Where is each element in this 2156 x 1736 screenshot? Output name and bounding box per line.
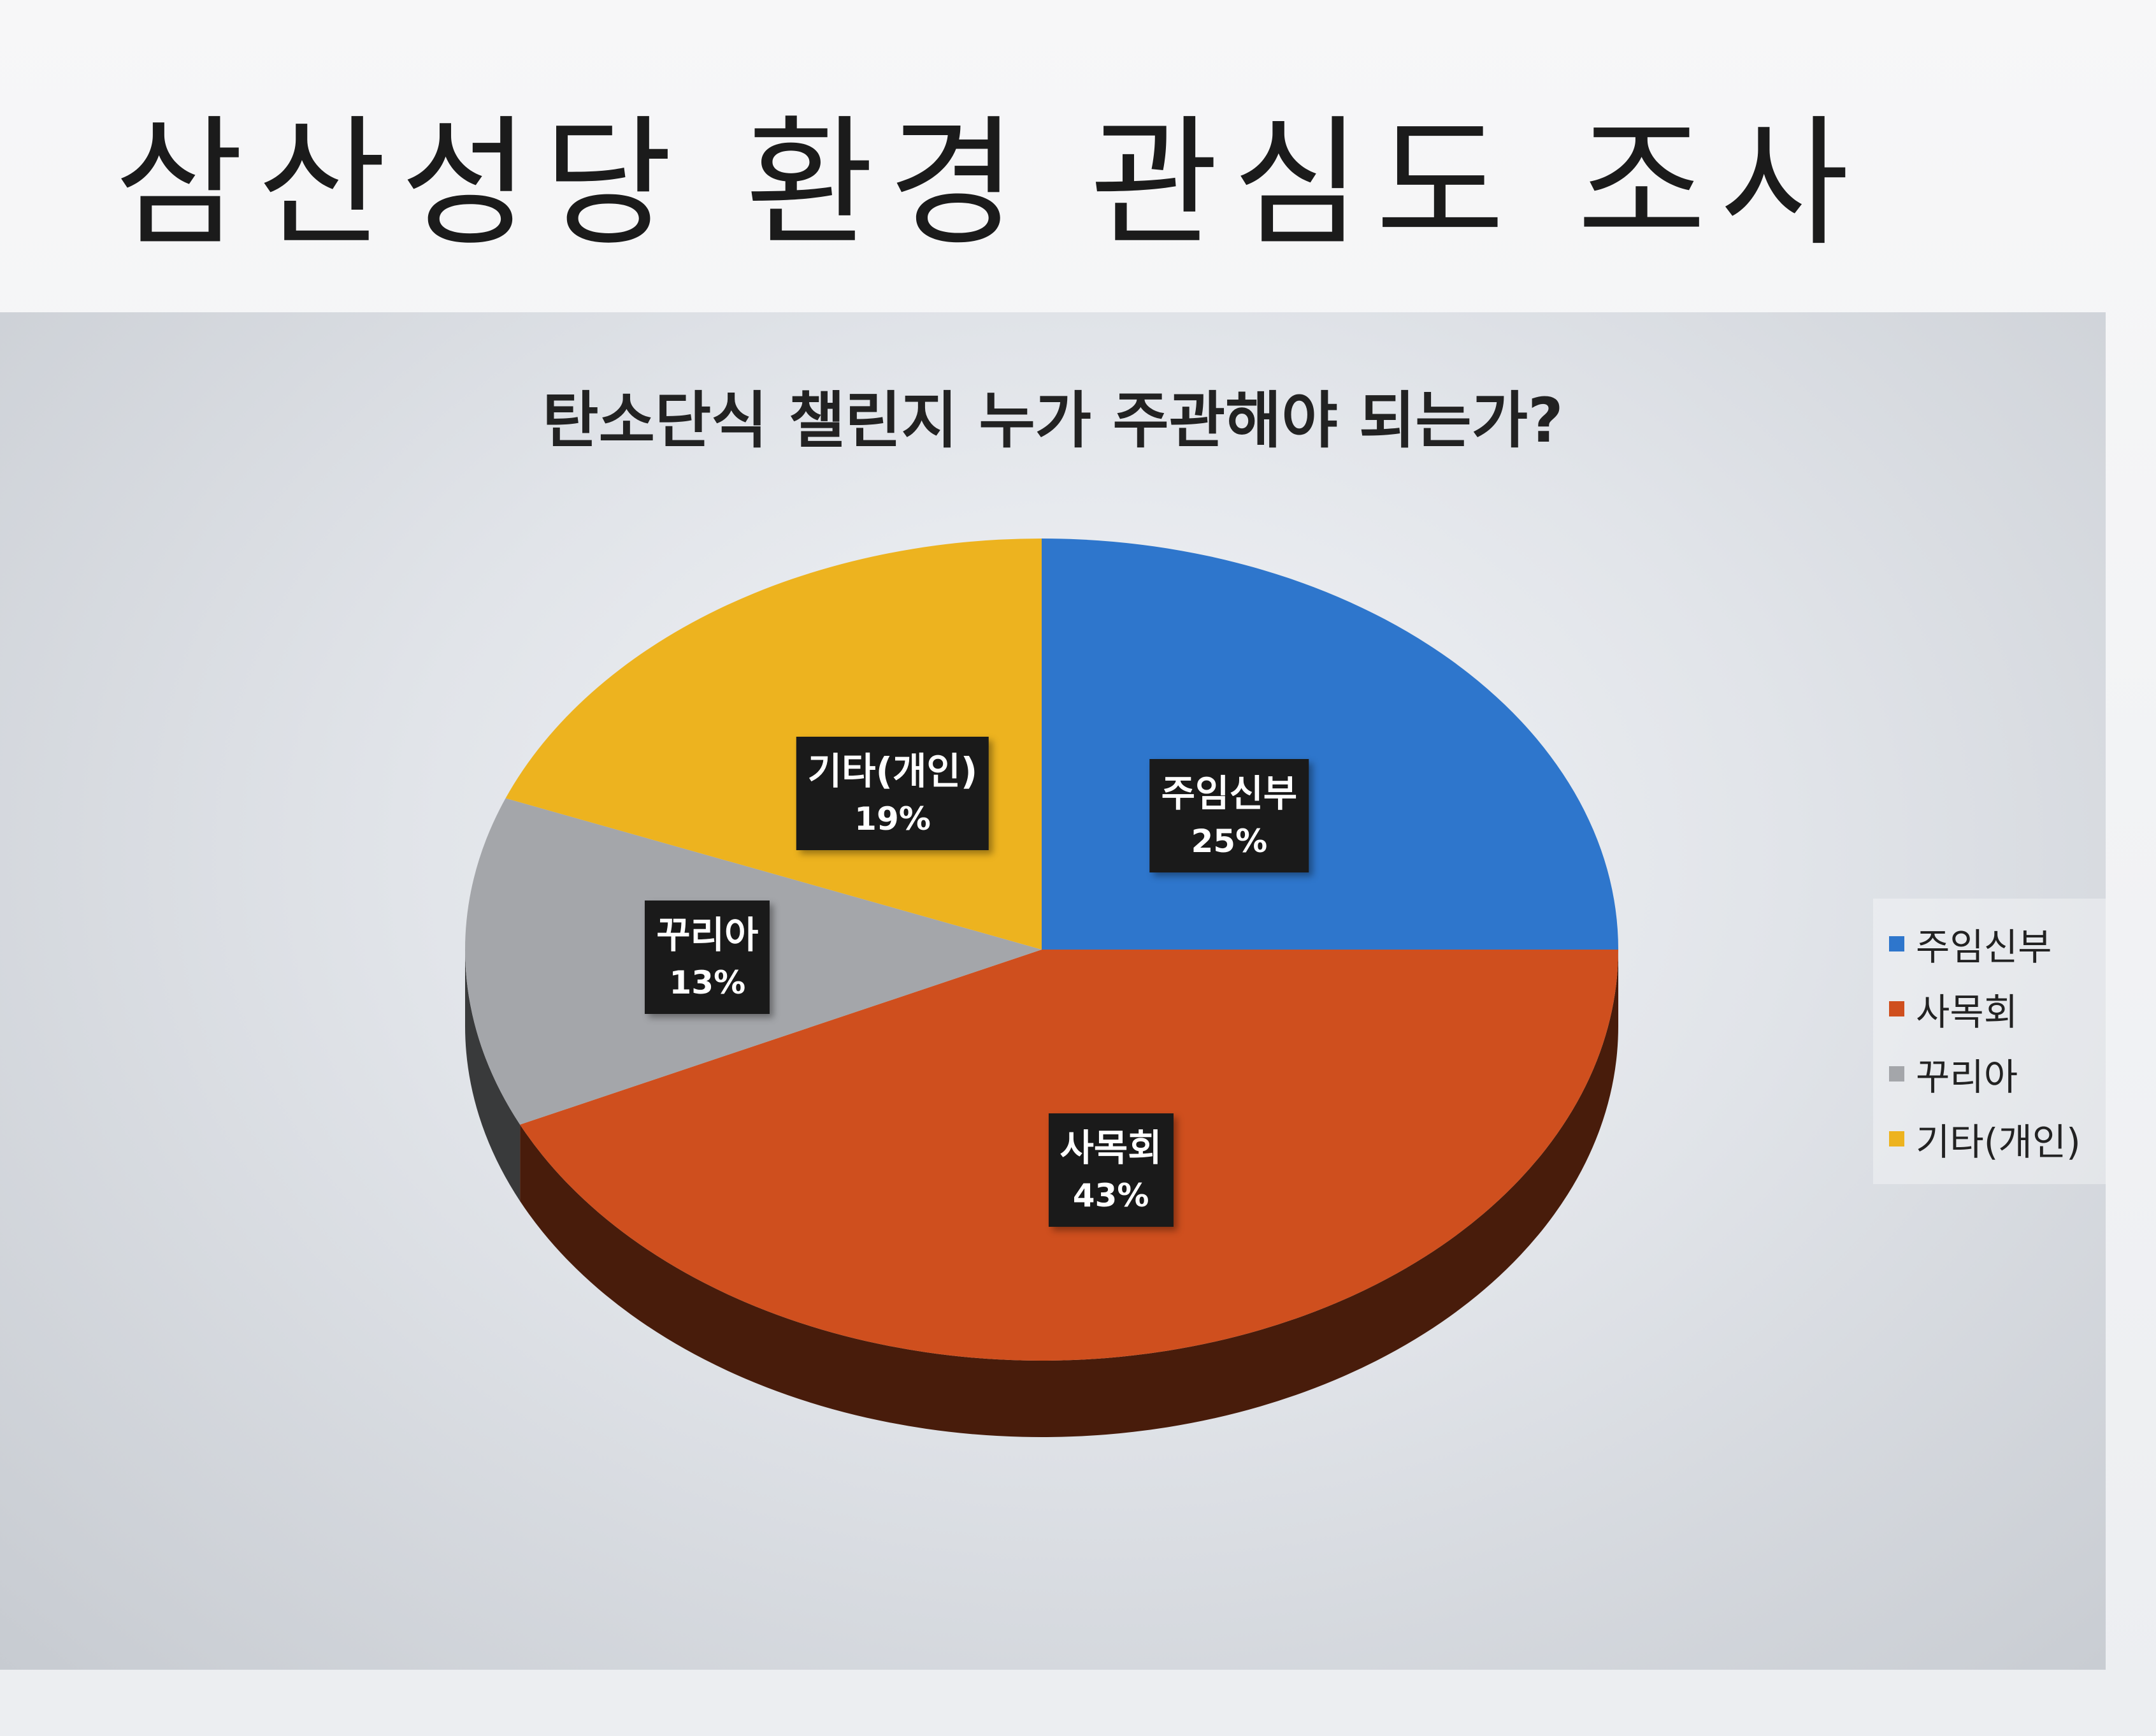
- pie-slice-side: [465, 950, 521, 1201]
- data-label-category: 기타(개인): [807, 749, 978, 793]
- chart-panel: 탄소단식 챌린지 누가 주관해야 되는가? 주임신부 25% 사목회 43% 꾸리아 13…: [0, 312, 2106, 1670]
- legend-item: 사목회: [1889, 976, 2106, 1041]
- legend-item: 꾸리아: [1889, 1041, 2106, 1106]
- data-label: 기타(개인) 19%: [796, 736, 989, 850]
- legend-swatch: [1889, 1131, 1904, 1146]
- data-label-category: 주임신부: [1161, 772, 1298, 816]
- slide-title: 삼산성당 환경 관심도 조사: [115, 102, 1864, 265]
- legend-swatch: [1889, 1066, 1904, 1081]
- data-label: 주임신부 25%: [1149, 759, 1309, 873]
- data-label-value: 13%: [669, 964, 746, 1001]
- pie-chart-svg: [465, 539, 1618, 1437]
- data-label-value: 19%: [854, 800, 931, 837]
- data-label-category: 사목회: [1060, 1126, 1162, 1170]
- legend-swatch: [1889, 1001, 1904, 1016]
- legend-swatch: [1889, 936, 1904, 951]
- data-label-value: 25%: [1191, 823, 1268, 860]
- pie-slice: [1042, 539, 1618, 950]
- legend-item: 기타(개인): [1889, 1106, 2106, 1171]
- legend-label: 기타(개인): [1916, 1120, 2081, 1164]
- data-label: 꾸리아 13%: [645, 900, 770, 1014]
- pie-slice-side: [520, 950, 1618, 1437]
- legend-item: 주임신부: [1889, 911, 2106, 976]
- legend-label: 사목회: [1916, 990, 2018, 1034]
- data-label: 사목회 43%: [1048, 1113, 1174, 1227]
- legend-label: 꾸리아: [1916, 1055, 2018, 1099]
- chart-title: 탄소단식 챌린지 누가 주관해야 되는가?: [542, 385, 1563, 456]
- chart-legend: 주임신부 사목회 꾸리아 기타(개인): [1873, 899, 2106, 1184]
- legend-label: 주임신부: [1916, 925, 2052, 969]
- data-label-value: 43%: [1072, 1177, 1149, 1215]
- data-label-category: 꾸리아: [656, 913, 759, 957]
